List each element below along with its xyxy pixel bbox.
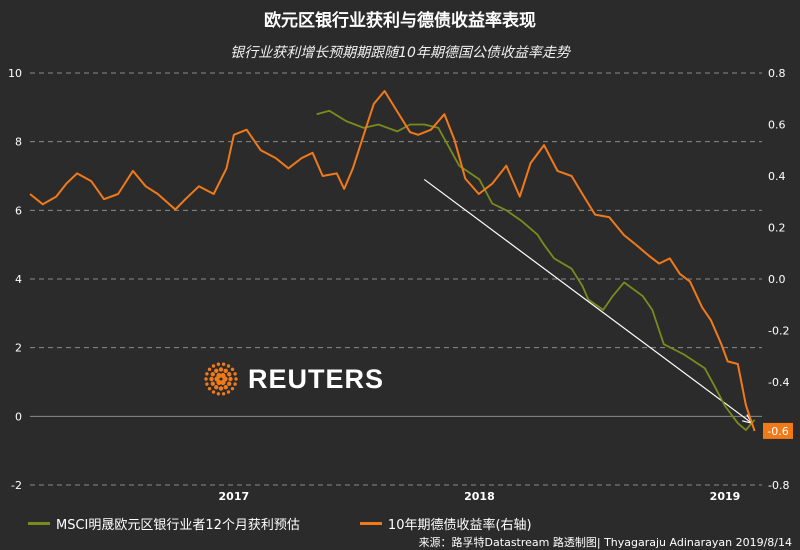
logo-dot [230, 367, 235, 372]
logo-dot [220, 372, 226, 379]
y-right-tick-label: 0.6 [768, 119, 786, 132]
logo-dot [221, 362, 226, 366]
logo-dot [207, 367, 212, 372]
x-tick-label: 2017 [219, 490, 250, 503]
logo-dot [216, 372, 222, 379]
source-note: 来源：路孚特Datastream 路透制图| Thyagaraju Adinar… [418, 536, 792, 549]
y-left-tick-label: 2 [15, 342, 22, 355]
series-line-msci [316, 109, 756, 432]
trend-arrow-line [423, 178, 753, 424]
logo-dot [227, 381, 232, 386]
legend-item-msci: MSCI明晟欧元区银行业者12个月获利预估 [28, 514, 300, 533]
logo-dot [228, 376, 233, 382]
logo-dot [223, 385, 228, 390]
series-line-bund [29, 90, 756, 432]
y-left-tick-label: 8 [15, 136, 22, 149]
logo-dot [226, 390, 231, 394]
reuters-logo-text: REUTERS [248, 363, 385, 394]
x-tick-label: 2019 [710, 490, 741, 503]
logo-dot [209, 376, 214, 382]
y-left-tick-label: 4 [15, 273, 22, 286]
logo-dot [218, 367, 224, 372]
logo-dot [233, 382, 237, 386]
legend-label-bund: 10年期德债收益率(右轴) [387, 518, 532, 533]
logo-dot [216, 392, 221, 396]
chart-subtitle: 银行业获利增长预期期跟随10年期德国公债收益率走势 [230, 45, 570, 61]
logo-dot [204, 377, 208, 381]
chart-title: 欧元区银行业获利与德债收益率表现 [264, 11, 536, 31]
last-value-label: -0.6 [767, 425, 788, 438]
reuters-logo: REUTERS [202, 360, 384, 398]
logo-dot [207, 386, 212, 391]
y-left-tick-label: 0 [15, 410, 22, 423]
legend: MSCI明晟欧元区银行业者12个月获利预估 10年期德债收益率(右轴) [28, 514, 592, 533]
logo-dot [205, 382, 209, 386]
logo-dot [211, 390, 216, 394]
logo-dot [230, 386, 235, 391]
logo-dot [210, 372, 215, 377]
logo-dot [221, 392, 226, 396]
y-left-tick-label: 10 [8, 67, 22, 80]
logo-dot [226, 364, 231, 368]
reuters-dots-icon [204, 362, 238, 396]
logo-dot [205, 372, 209, 376]
logo-dot [210, 381, 215, 386]
y-right-tick-label: -0.4 [768, 376, 789, 389]
logo-dot [223, 368, 228, 373]
y-right-tick-label: 0.2 [768, 222, 786, 235]
logo-dot [216, 362, 221, 366]
legend-label-msci: MSCI明晟欧元区银行业者12个月获利预估 [56, 518, 300, 533]
x-tick-label: 2018 [464, 490, 495, 503]
legend-item-bund: 10年期德债收益率(右轴) [359, 514, 532, 533]
y-right-tick-label: 0.4 [768, 170, 786, 183]
logo-dot [214, 368, 219, 373]
logo-dot [233, 372, 237, 376]
y-right-tick-label: 0.0 [768, 273, 786, 286]
logo-dot [214, 385, 219, 390]
logo-dot [227, 372, 232, 377]
legend-swatch-bund [359, 522, 382, 525]
legend-swatch-msci [28, 522, 50, 525]
logo-dot [218, 386, 224, 391]
logo-dot [234, 377, 238, 381]
y-left-tick-label: -2 [11, 479, 22, 492]
last-value-badge [763, 422, 793, 439]
y-left-tick-label: 6 [15, 204, 22, 217]
logo-dot [211, 364, 216, 368]
logo-dot [220, 379, 226, 386]
y-right-tick-label: -0.8 [768, 479, 789, 492]
y-right-tick-label: -0.2 [768, 325, 789, 338]
y-right-tick-label: 0.8 [768, 67, 786, 80]
